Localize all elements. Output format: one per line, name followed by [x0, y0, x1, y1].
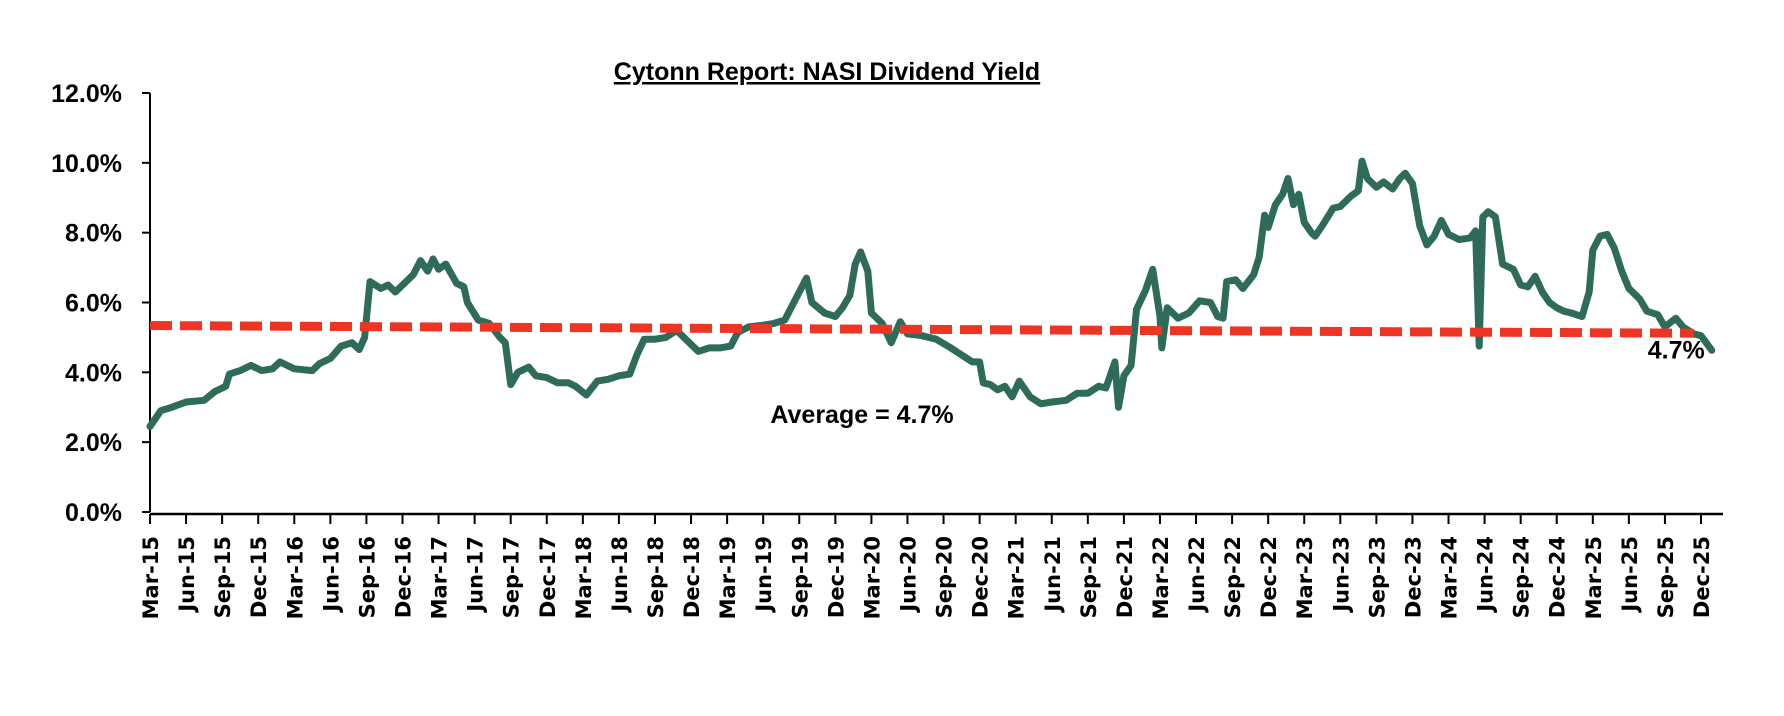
x-tick-label: Sep-16 [355, 536, 379, 618]
x-tick-label: Mar-16 [283, 536, 307, 619]
average-dashed-line [149, 321, 1694, 338]
x-tick-label: Mar-18 [572, 536, 596, 619]
x-tick-label: Sep-20 [933, 536, 957, 618]
x-tick-label: Jun-20 [896, 536, 920, 614]
x-tick-label: Sep-24 [1510, 536, 1534, 618]
x-tick-label: Dec-20 [969, 536, 993, 618]
x-tick-label: Mar-19 [716, 536, 740, 619]
x-tick-label: Jun-19 [752, 536, 776, 614]
y-tick-label: 4.0% [65, 359, 122, 387]
x-tick-label: Dec-23 [1401, 536, 1425, 618]
x-tick-label: Dec-17 [536, 536, 560, 618]
y-tick-label: 8.0% [65, 220, 122, 248]
x-axis: Mar-15 Jun-15 Sep-15 Dec-15 Mar-16 Jun-16 Sep-… [139, 512, 1723, 619]
chart-title: Cytonn Report: NASI Dividend Yield [614, 58, 1040, 86]
x-tick-label: Sep-15 [211, 536, 235, 618]
x-tick-label: Jun-22 [1185, 536, 1209, 614]
x-tick-label: Dec-16 [391, 536, 415, 618]
x-tick-label: Mar-23 [1293, 536, 1317, 619]
x-tick-label: Jun-18 [608, 536, 632, 614]
x-tick-label: Sep-23 [1365, 536, 1389, 618]
x-tick-label: Sep-17 [500, 536, 524, 618]
x-tick-label: Jun-15 [175, 536, 199, 614]
x-tick-label: Jun-17 [464, 536, 488, 614]
x-tick-label: Mar-25 [1582, 536, 1606, 619]
x-tick-label: Sep-22 [1221, 536, 1245, 618]
x-tick-label: Mar-20 [860, 536, 884, 619]
series-layer [146, 157, 1716, 430]
y-tick-label: 0.0% [65, 499, 122, 527]
x-tick-label: Jun-23 [1329, 536, 1353, 614]
average-annotation: Average = 4.7% [770, 401, 953, 429]
y-tick-label: 10.0% [51, 150, 122, 178]
x-tick-label: Sep-18 [644, 536, 668, 618]
x-tick-label: Sep-19 [788, 536, 812, 618]
y-tick-label: 6.0% [65, 290, 122, 318]
x-tick-label: Dec-22 [1257, 536, 1281, 618]
x-tick-label: Mar-21 [1005, 536, 1029, 619]
x-tick-label: Dec-24 [1546, 536, 1570, 618]
x-tick-label: Jun-21 [1041, 536, 1065, 614]
x-tick-label: Dec-21 [1113, 536, 1137, 618]
x-tick-label: Jun-24 [1474, 536, 1498, 614]
x-tick-label: Dec-19 [824, 536, 848, 618]
x-tick-label: Dec-15 [247, 536, 271, 618]
y-tick-label: 2.0% [65, 429, 122, 457]
x-tick-label: Dec-25 [1690, 536, 1714, 618]
x-tick-label: Sep-21 [1077, 536, 1101, 618]
x-tick-label: Dec-18 [680, 536, 704, 618]
x-tick-label: Mar-24 [1438, 536, 1462, 619]
y-tick-label: 12.0% [51, 80, 122, 108]
series-line-nasi-dividend-yield [146, 157, 1716, 430]
x-tick-label: Jun-16 [319, 536, 343, 614]
x-tick-label: Jun-25 [1618, 536, 1642, 614]
x-tick-label: Mar-15 [139, 536, 163, 619]
y-axis: 0.0% 2.0% 4.0% 6.0% 8.0% 10.0% 12.0% [51, 80, 151, 527]
x-tick-label: Sep-25 [1654, 536, 1678, 618]
x-tick-label: Mar-22 [1149, 536, 1173, 619]
x-tick-label: Mar-17 [428, 536, 452, 619]
last-value-annotation: 4.7% [1648, 337, 1705, 365]
